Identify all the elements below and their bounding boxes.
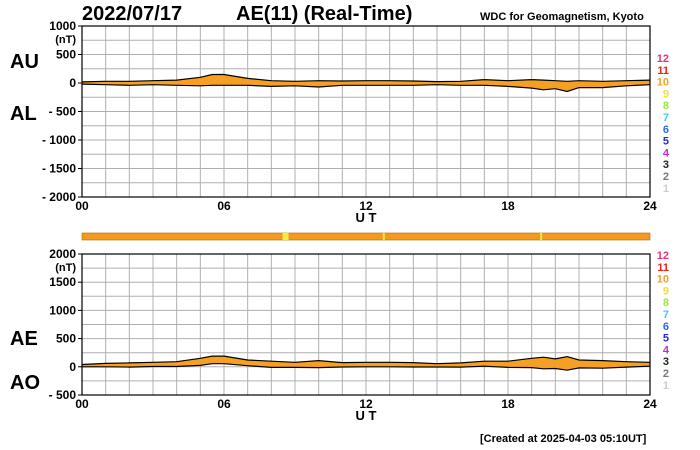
ae-ao-ytick-label: 0 (69, 360, 76, 374)
au-al-series-au-line (81, 73, 651, 83)
ae-ao-xtick-label: 18 (501, 397, 515, 411)
ae-ao-station-scale-9: 9 (663, 285, 669, 297)
ae-ao-xtick-label: 00 (75, 397, 89, 411)
ae-ao-ytick-label: 2000 (49, 247, 76, 261)
ae-ao-series-ao-line (82, 363, 651, 371)
au-al-ytick-label: - 2000 (42, 190, 76, 204)
ae-ao-station-scale-5: 5 (663, 333, 669, 345)
plot-title: AE(11) (Real-Time) (236, 3, 413, 25)
ae-ao-station-scale-11: 11 (657, 262, 669, 274)
ae-ao-xtick-label: 12 (359, 397, 373, 411)
au-al-unit-label: (nT) (55, 34, 76, 46)
station-bar-marker (282, 233, 289, 240)
au-al-xtick-label: 00 (75, 199, 89, 213)
au-al-xaxis-label: U T (356, 210, 377, 225)
ae-ao-plot-frame (81, 253, 651, 396)
ae-ao-xtick-label: 06 (217, 397, 231, 411)
ae-ao-station-scale-10: 10 (657, 274, 669, 286)
ae-ao-station-scale-12: 12 (657, 250, 669, 262)
ae-ao-station-scale-2: 2 (663, 368, 669, 380)
au-al-ytick-label: 500 (56, 48, 76, 62)
au-al-station-scale-4: 4 (663, 147, 670, 159)
au-al-station-scale-11: 11 (657, 65, 669, 77)
au-al-xtick-label: 18 (501, 199, 515, 213)
au-al-xtick-label: 24 (643, 199, 657, 213)
au-al-station-scale-5: 5 (663, 136, 669, 148)
ae-ao-ytick-label: 1000 (49, 303, 76, 317)
station-bar-marker (382, 233, 385, 240)
au-al-ytick-label: - 1000 (42, 133, 76, 147)
au-al-station-scale-8: 8 (663, 100, 669, 112)
au-al-ytick-label: 0 (69, 76, 76, 90)
au-al-ytick-label: - 500 (49, 105, 77, 119)
au-al-ytick-label: 1000 (49, 19, 76, 33)
ae-ao-station-scale-1: 1 (663, 380, 669, 392)
au-al-xtick-label: 06 (217, 199, 231, 213)
ae-ao-station-scale-3: 3 (663, 356, 669, 368)
au-al-station-scale-7: 7 (663, 112, 669, 124)
created-timestamp: [Created at 2025-04-03 05:10UT] (480, 433, 647, 445)
data-source: WDC for Geomagnetism, Kyoto (480, 11, 644, 23)
au-al-station-scale-3: 3 (663, 159, 669, 171)
plot-date: 2022/07/17 (82, 3, 183, 25)
ae-ao-station-scale-7: 7 (663, 309, 669, 321)
ae-ao-ytick-label: 1500 (49, 275, 76, 289)
station-bar-marker (540, 233, 543, 240)
au-al-xtick-label: 12 (359, 199, 373, 213)
ao-label: AO (10, 372, 40, 394)
au-al-station-scale-2: 2 (663, 171, 669, 183)
station-availability-bar (81, 232, 651, 241)
al-label: AL (10, 103, 37, 125)
ae-ao-station-scale-6: 6 (663, 321, 669, 333)
au-al-ytick-label: - 1500 (42, 162, 76, 176)
ae-ao-band-fill (82, 356, 650, 371)
ae-ao-unit-label: (nT) (55, 262, 76, 274)
au-label: AU (10, 51, 39, 73)
au-al-station-scale-1: 1 (663, 183, 669, 195)
ae-ao-station-scale-4: 4 (663, 344, 670, 356)
ae-ao-xaxis-label: U T (356, 408, 377, 423)
ae-label: AE (10, 328, 38, 350)
au-al-series-al-line (81, 83, 651, 93)
au-al-station-scale-6: 6 (663, 124, 669, 136)
ae-ao-ytick-label: - 500 (49, 388, 77, 402)
au-al-station-scale-9: 9 (663, 88, 669, 100)
ae-ao-xtick-label: 24 (643, 397, 657, 411)
au-al-station-scale-12: 12 (657, 53, 669, 65)
ae-ao-station-scale-8: 8 (663, 297, 669, 309)
ae-ao-series-ae-line (81, 355, 651, 366)
au-al-band-fill (82, 74, 650, 92)
ae-ao-ytick-label: 500 (56, 332, 76, 346)
au-al-station-scale-10: 10 (657, 77, 669, 89)
